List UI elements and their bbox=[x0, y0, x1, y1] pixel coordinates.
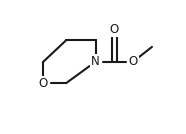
Text: N: N bbox=[91, 55, 100, 68]
Text: O: O bbox=[129, 55, 138, 68]
Text: O: O bbox=[110, 23, 119, 36]
Text: O: O bbox=[39, 77, 48, 90]
